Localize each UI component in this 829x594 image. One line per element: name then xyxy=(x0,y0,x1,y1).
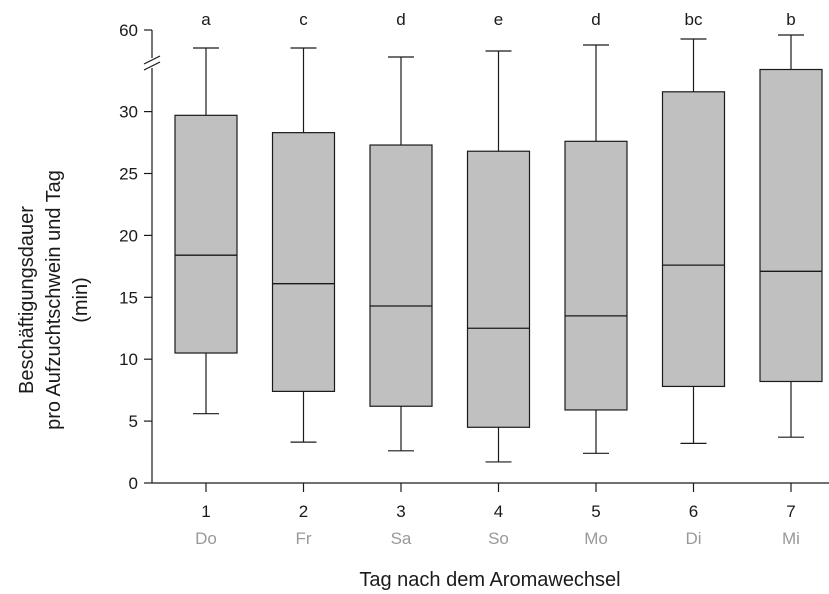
x-tick-label-weekday: Mo xyxy=(584,529,608,548)
y-axis-label-line: Beschäftigungsdauer xyxy=(16,206,38,394)
significance-letter: d xyxy=(591,10,600,29)
significance-letter: d xyxy=(396,10,405,29)
y-tick-label: 5 xyxy=(129,412,138,431)
significance-letter: bc xyxy=(685,10,703,29)
y-axis-break-mark xyxy=(143,55,161,65)
y-axis-break-mark xyxy=(143,61,161,71)
iqr-box xyxy=(759,68,823,383)
x-tick-label-day: 7 xyxy=(786,502,795,521)
y-tick-label: 30 xyxy=(119,103,138,122)
x-tick-label-day: 3 xyxy=(396,502,405,521)
boxes-group xyxy=(174,34,823,492)
iqr-box xyxy=(466,150,531,428)
significance-letter: c xyxy=(299,10,308,29)
y-tick-label: 15 xyxy=(119,288,138,307)
x-tick-label-weekday: Mi xyxy=(782,529,800,548)
x-tick-label-day: 4 xyxy=(494,502,503,521)
box-4 xyxy=(466,50,531,492)
y-tick-label: 0 xyxy=(129,474,138,493)
iqr-box xyxy=(661,91,726,388)
y-axis-label-line: (min) xyxy=(70,277,92,323)
x-tick-label-weekday: Do xyxy=(195,529,217,548)
box-1 xyxy=(174,47,238,492)
box-3 xyxy=(369,56,433,492)
x-tick-label-weekday: Fr xyxy=(295,529,311,548)
axes-group: 0 5 10 15 20 25 30 60 xyxy=(119,21,829,493)
y-tick-label: 10 xyxy=(119,350,138,369)
x-tick-label-day: 1 xyxy=(201,502,210,521)
box-6 xyxy=(661,38,726,492)
significance-letter: e xyxy=(494,10,503,29)
x-tick-label-day: 2 xyxy=(299,502,308,521)
iqr-box xyxy=(564,140,628,411)
iqr-box xyxy=(174,114,238,354)
iqr-box xyxy=(369,144,433,407)
y-tick-label: 20 xyxy=(119,226,138,245)
x-axis-label: Tag nach dem Aromawechsel xyxy=(359,569,620,591)
box-2 xyxy=(271,47,336,492)
y-axis-label-line: pro Aufzuchtschwein und Tag xyxy=(43,170,65,430)
box-5 xyxy=(564,44,628,492)
x-tick-label-weekday: Di xyxy=(685,529,701,548)
x-tick-label-weekday: Sa xyxy=(391,529,412,548)
significance-letter: a xyxy=(201,10,211,29)
x-tick-label-day: 6 xyxy=(689,502,698,521)
y-tick-label: 60 xyxy=(119,21,138,40)
box-7 xyxy=(759,34,823,492)
labels-group: a 1 Do c 2 Fr d 3 Sa e 4 So d 5 Mo bc 6 Di b 7 Mi Tag nach de… xyxy=(16,10,800,591)
significance-letter: b xyxy=(786,10,795,29)
y-tick-label: 25 xyxy=(119,165,138,184)
x-tick-label-day: 5 xyxy=(591,502,600,521)
x-tick-label-weekday: So xyxy=(488,529,509,548)
iqr-box xyxy=(271,132,336,392)
